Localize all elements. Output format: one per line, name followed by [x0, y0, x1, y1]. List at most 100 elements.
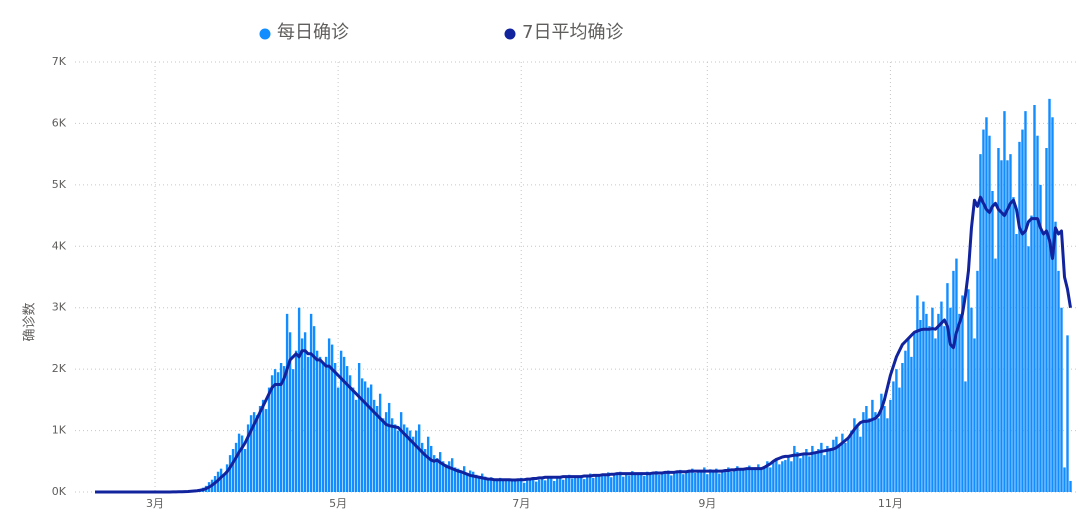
bar [384, 412, 388, 492]
bar [438, 452, 442, 492]
bar [318, 356, 322, 492]
bar [1033, 105, 1036, 492]
bar [970, 307, 973, 492]
bar [784, 460, 787, 492]
bar [652, 472, 655, 492]
bar [1009, 154, 1012, 492]
bar [225, 464, 229, 492]
bar [631, 471, 634, 492]
bar [607, 472, 610, 492]
bar [940, 301, 943, 492]
bar [637, 473, 640, 492]
bar [303, 332, 307, 492]
bar [559, 476, 562, 492]
bar [1039, 184, 1042, 492]
bar [964, 381, 967, 492]
bar [496, 480, 499, 492]
bar [616, 474, 619, 492]
bar [477, 476, 481, 492]
bar [282, 366, 286, 492]
bar [297, 307, 301, 492]
bar [898, 387, 901, 492]
bar [541, 477, 544, 492]
bar [411, 436, 415, 492]
bar [850, 430, 853, 492]
bar [781, 461, 784, 492]
y-tick-label: 3K [52, 301, 67, 314]
bar [799, 458, 802, 492]
bar [249, 415, 253, 492]
bar [856, 424, 859, 492]
bar [408, 430, 412, 492]
bar [417, 424, 421, 492]
bar [426, 436, 430, 492]
bar [556, 477, 559, 492]
bar [447, 461, 451, 492]
bar [1066, 335, 1069, 492]
bar [306, 356, 310, 492]
bar [267, 387, 271, 492]
bar [880, 393, 883, 492]
bar [511, 478, 514, 492]
bar [453, 467, 457, 492]
bar [592, 477, 595, 492]
bar [583, 479, 586, 492]
bar [432, 455, 436, 492]
bar [520, 477, 523, 492]
bar [838, 445, 841, 492]
bar [342, 356, 346, 492]
bar [688, 472, 691, 492]
y-tick-label: 1K [52, 424, 67, 437]
bar [300, 338, 304, 492]
bar [718, 473, 721, 492]
bar [655, 471, 658, 492]
bar [679, 469, 682, 492]
bar [628, 475, 631, 492]
bar [715, 468, 718, 492]
bar [261, 399, 265, 492]
bar [859, 436, 862, 492]
bar [877, 418, 880, 492]
bar [547, 478, 550, 492]
bar [387, 402, 391, 492]
bar [619, 471, 622, 492]
bar [832, 439, 835, 492]
bar [925, 313, 928, 492]
bar [514, 480, 517, 492]
marks [95, 98, 1072, 494]
bar [658, 474, 661, 492]
bar [919, 320, 922, 492]
bar [532, 477, 535, 492]
bar [459, 470, 463, 492]
bar [1012, 197, 1015, 492]
bar [598, 476, 601, 492]
bar [661, 472, 664, 492]
bar [252, 412, 256, 492]
bar [553, 480, 556, 492]
bar [414, 430, 418, 492]
bar [703, 467, 706, 492]
x-tick-label: 3月 [146, 497, 164, 510]
x-tick-label: 9月 [698, 497, 716, 510]
bar [949, 307, 952, 492]
bar [258, 406, 262, 492]
bar [333, 363, 337, 492]
bar [1024, 111, 1027, 493]
bar [456, 468, 460, 492]
bar [646, 471, 649, 492]
bar [393, 424, 397, 492]
bar [1057, 270, 1060, 492]
bar [643, 476, 646, 492]
bar [889, 399, 892, 492]
bar [538, 479, 541, 492]
bar [742, 468, 745, 492]
bar [324, 356, 328, 492]
bar [685, 471, 688, 492]
bar [228, 455, 232, 492]
bar [231, 449, 235, 492]
bar [961, 295, 964, 492]
bar [904, 350, 907, 492]
bar [895, 369, 898, 492]
bar [979, 154, 982, 492]
